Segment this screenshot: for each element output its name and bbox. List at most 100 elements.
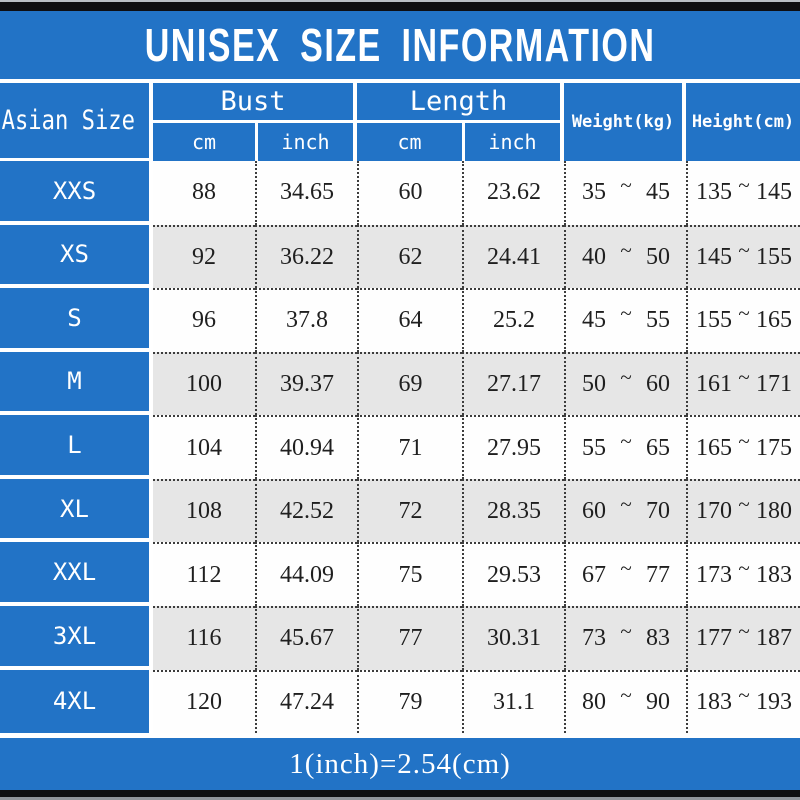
length-cm-value: 75: [398, 561, 423, 588]
weight-range-cell: 60 ~ 70: [564, 478, 686, 543]
bust-inch-cell: 36.22: [255, 224, 357, 289]
length-cm-value: 79: [398, 688, 423, 715]
corner-header-asian-size: Asian Size: [0, 83, 153, 161]
height-max-value: 187: [756, 625, 792, 652]
length-inch-cell: 27.17: [462, 351, 564, 416]
length-cm-value: 77: [398, 625, 423, 652]
size-label-cell: XXL: [0, 542, 153, 606]
weight-range-cell: 40 ~ 50: [564, 224, 686, 289]
bust-inch-cell: 40.94: [255, 415, 357, 479]
length-inch-value: 30.31: [487, 625, 541, 652]
banner-header-divider: [0, 79, 800, 83]
subheader-length-cm: cm: [357, 123, 462, 161]
tilde-symbol: ~: [620, 619, 632, 644]
tilde-symbol: ~: [738, 555, 750, 580]
bust-inch-cell: 45.67: [255, 605, 357, 670]
weight-range-cell: 35 ~ 45: [564, 161, 686, 225]
height-range-cell: 177 ~ 187: [686, 605, 800, 670]
height-range-cell: 145 ~ 155: [686, 224, 800, 289]
size-label-cell: 4XL: [0, 669, 153, 734]
table-body: XXS 88 34.65 60 23.62 35 ~ 45 135 ~: [0, 161, 800, 734]
bust-inch-value: 40.94: [280, 434, 334, 461]
bust-cm-cell: 88: [153, 161, 255, 225]
size-label-cell: L: [0, 415, 153, 479]
bust-inch-value: 36.22: [280, 243, 334, 270]
table-row: XS 92 36.22 62 24.41 40 ~ 50 145 ~ 1: [0, 224, 800, 289]
bust-cm-cell: 116: [153, 605, 255, 670]
size-label-cell: 3XL: [0, 605, 153, 670]
header-weight: Weight(kg): [564, 83, 686, 161]
bust-inch-value: 37.8: [286, 307, 328, 334]
subheader-length-inch: inch: [462, 123, 564, 161]
length-inch-cell: 25.2: [462, 288, 564, 352]
weight-range-cell: 45 ~ 55: [564, 288, 686, 352]
weight-range-cell: 50 ~ 60: [564, 351, 686, 416]
weight-range-cell: 55 ~ 65: [564, 415, 686, 479]
length-cm-cell: 64: [357, 288, 462, 352]
length-inch-cell: 30.31: [462, 605, 564, 670]
weight-min-value: 67: [582, 561, 606, 588]
height-min-value: 155: [696, 307, 732, 334]
tilde-symbol: ~: [620, 555, 632, 580]
weight-min-value: 35: [582, 179, 606, 206]
weight-max-value: 70: [646, 498, 670, 525]
size-label-cell: XL: [0, 478, 153, 543]
bottom-black-bar: [0, 790, 800, 797]
header-height: Height(cm): [686, 83, 800, 161]
bust-inch-cell: 47.24: [255, 669, 357, 734]
bust-cm-cell: 100: [153, 351, 255, 416]
weight-min-value: 40: [582, 243, 606, 270]
group-header-bust: Bust: [153, 83, 357, 123]
bust-inch-value: 44.09: [280, 561, 334, 588]
weight-min-value: 60: [582, 498, 606, 525]
height-max-value: 183: [756, 561, 792, 588]
table-row: 4XL 120 47.24 79 31.1 80 ~ 90 183 ~: [0, 669, 800, 734]
table-row: XXL 112 44.09 75 29.53 67 ~ 77 173 ~: [0, 542, 800, 606]
top-edge-line: [0, 0, 800, 2]
bust-inch-value: 47.24: [280, 688, 334, 715]
size-label: XXS: [52, 176, 97, 205]
tilde-symbol: ~: [620, 492, 632, 517]
length-cm-value: 64: [398, 307, 423, 334]
length-cm-cell: 60: [357, 161, 462, 225]
height-min-value: 145: [696, 243, 732, 270]
bust-inch-value: 42.52: [280, 498, 334, 525]
weight-min-value: 50: [582, 370, 606, 397]
size-label-cell: XS: [0, 224, 153, 289]
length-inch-value: 25.2: [493, 307, 535, 334]
length-cm-cell: 77: [357, 605, 462, 670]
length-inch-value: 29.53: [487, 561, 541, 588]
tilde-symbol: ~: [738, 173, 750, 198]
size-label: S: [67, 303, 82, 332]
weight-max-value: 45: [646, 179, 670, 206]
height-min-value: 165: [696, 434, 732, 461]
top-black-bar: [0, 2, 800, 11]
bust-inch-cell: 37.8: [255, 288, 357, 352]
tilde-symbol: ~: [738, 682, 750, 707]
bust-cm-value: 88: [192, 179, 216, 206]
size-label-cell: S: [0, 288, 153, 352]
tilde-symbol: ~: [738, 492, 750, 517]
weight-max-value: 90: [646, 688, 670, 715]
length-inch-cell: 28.35: [462, 478, 564, 543]
size-label: M: [67, 367, 82, 396]
length-cm-value: 69: [398, 370, 423, 397]
group-header-length: Length: [357, 83, 564, 123]
bust-cm-cell: 120: [153, 669, 255, 734]
height-min-value: 173: [696, 561, 732, 588]
bust-inch-value: 45.67: [280, 625, 334, 652]
table-row: 3XL 116 45.67 77 30.31 73 ~ 83 177 ~: [0, 605, 800, 670]
tilde-symbol: ~: [620, 237, 632, 262]
weight-range-cell: 80 ~ 90: [564, 669, 686, 734]
length-inch-value: 31.1: [493, 688, 535, 715]
bust-inch-cell: 42.52: [255, 478, 357, 543]
bottom-edge-line: [0, 797, 800, 800]
tilde-symbol: ~: [620, 428, 632, 453]
size-label: XXL: [52, 558, 97, 587]
size-label: 4XL: [52, 687, 97, 716]
length-cm-value: 62: [398, 243, 423, 270]
weight-min-value: 73: [582, 625, 606, 652]
bust-cm-cell: 108: [153, 478, 255, 543]
length-cm-value: 71: [398, 434, 423, 461]
